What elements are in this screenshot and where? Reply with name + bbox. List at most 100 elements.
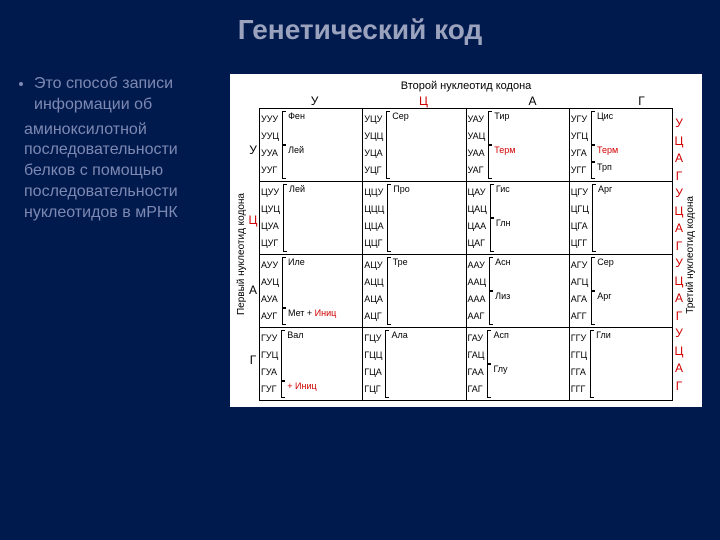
codon: УАГ [468,165,486,176]
codon: ГУА [261,367,278,378]
table-row: УУУУУЦУУАУУГФенЛейУЦУУЦЦУЦАУЦГСерУАУУАЦУ… [260,109,672,182]
codon-list: ЦГУЦГЦЦГАЦГГ [571,184,590,252]
codon: УГГ [571,165,588,176]
codon: АГА [571,294,589,305]
table-row: ГУУГУЦГУАГУГВал+ ИницГЦУГЦЦГЦАГЦГАлаГАУГ… [260,328,672,400]
right-base: Г [673,379,685,393]
amino-acid: Лей [283,184,361,252]
row-label: А [247,283,259,297]
codon: ЦЦУ [364,187,384,198]
codon-list: УЦУУЦЦУЦАУЦГ [364,111,384,179]
codon: УУУ [261,114,279,125]
amino-acid: Про [387,184,464,252]
right-axis-title: Третий нуклеотид кодона [685,196,696,314]
amino-acid: Тир [488,111,567,145]
right-base: Ц [673,134,685,148]
aa-column: СерАрг [589,257,671,325]
table-cell: АУУАУЦАУААУГИлеМет + Иниц [260,255,363,327]
amino-acid: Трп [591,162,671,179]
codon: АУУ [261,260,279,271]
aa-column: Лей [281,184,361,252]
right-base: Г [673,309,685,323]
codon: УУГ [261,165,279,176]
top-axis-title: Второй нуклеотид кодона [236,80,696,92]
codon: ГУГ [261,384,278,395]
codon: УАЦ [468,131,486,142]
codon: АГУ [571,260,589,271]
codon: ГАА [468,367,485,378]
table-cell: ГЦУГЦЦГЦАГЦГАла [363,328,466,400]
codon: ГАЦ [468,350,485,361]
amino-acid: Лиз [489,291,568,325]
codon-list: АЦУАЦЦАЦААЦГ [364,257,384,325]
codon-grid: УУУУУЦУУАУУГФенЛейУЦУУЦЦУЦАУЦГСерУАУУАЦУ… [259,108,673,401]
codon: ЦУА [261,221,280,232]
right-base: У [673,256,685,270]
amino-acid: Иле [282,257,361,308]
table-cell: УУУУУЦУУАУУГФенЛей [260,109,363,181]
right-base: А [673,151,685,165]
aa-column: Про [385,184,464,252]
table-cell: ААУААЦАААААГАснЛиз [467,255,570,327]
slide: Генетический код Это способ записи инфор… [0,0,720,540]
aa-column: ЦисТермТрп [589,111,671,179]
table-cell: ГГУГГЦГГАГГГГли [570,328,672,400]
codon-list: ЦАУЦАЦЦААЦАГ [468,184,488,252]
codon-list: АГУАГЦАГААГГ [571,257,590,325]
aa-column: Ала [383,330,464,398]
codon: АЦГ [364,311,383,322]
aa-column: ТирТерм [486,111,567,179]
codon: ЦЦЦ [364,204,384,215]
codon: ААЦ [468,277,487,288]
paragraph: аминоксилотной последовательности белков… [24,120,230,224]
codon: ГУУ [261,333,278,344]
right-ucag-group: УЦАГ [673,185,685,255]
table-row: ЦУУЦУЦЦУАЦУГЛейЦЦУЦЦЦЦЦАЦЦГПроЦАУЦАЦЦААЦ… [260,182,672,255]
amino-acid: Вал [281,330,361,381]
codon-list: АУУАУЦАУААУГ [261,257,280,325]
codon-list: УАУУАЦУААУАГ [468,111,487,179]
codon: УЦУ [364,114,383,125]
amino-acid: Терм [488,145,567,179]
col-header: А [478,94,587,108]
left-axis-title: Первый нуклеотид кодона [236,193,247,315]
codon: УГА [571,148,588,159]
codon: ЦГГ [571,238,589,249]
col-header: У [260,94,369,108]
amino-acid: Гис [490,184,568,218]
table-cell: ЦГУЦГЦЦГАЦГГАрг [570,182,672,254]
codon: ГЦА [364,367,382,378]
aa-column: Вал+ Иниц [279,330,361,398]
right-base: А [673,291,685,305]
right-base: Г [673,239,685,253]
codon: ААГ [468,311,487,322]
aa-column: Гли [588,330,671,398]
right-base: Ц [673,274,685,288]
right-ucag-group: УЦАГ [673,325,685,395]
codon: АУЦ [261,277,279,288]
top-headers: УЦАГ [236,94,696,108]
col-header: Г [587,94,696,108]
left-labels: УЦАГ [247,115,259,395]
codon: ЦГЦ [571,204,589,215]
bullet-1: Это способ записи информации об [34,74,230,116]
codon: ЦУГ [261,238,280,249]
right-base: А [673,361,685,375]
codon: ЦАГ [468,238,487,249]
right-labels: УЦАГУЦАГУЦАГУЦАГ [673,115,685,395]
codon: ААУ [468,260,487,271]
amino-acid: Фен [282,111,361,145]
codon: ГЦГ [364,384,382,395]
slide-title: Генетический код [0,0,720,46]
codon: УУА [261,148,279,159]
amino-acid: Гли [590,330,671,398]
codon: УГУ [571,114,588,125]
right-base: А [673,221,685,235]
col-header: Ц [369,94,478,108]
codon: ГГГ [571,384,587,395]
aa-column: ИлеМет + Иниц [280,257,361,325]
table-cell: ЦАУЦАЦЦААЦАГГисГлн [467,182,570,254]
codon: ЦАУ [468,187,487,198]
row-label: Г [247,353,259,367]
codon: УЦЦ [364,131,383,142]
